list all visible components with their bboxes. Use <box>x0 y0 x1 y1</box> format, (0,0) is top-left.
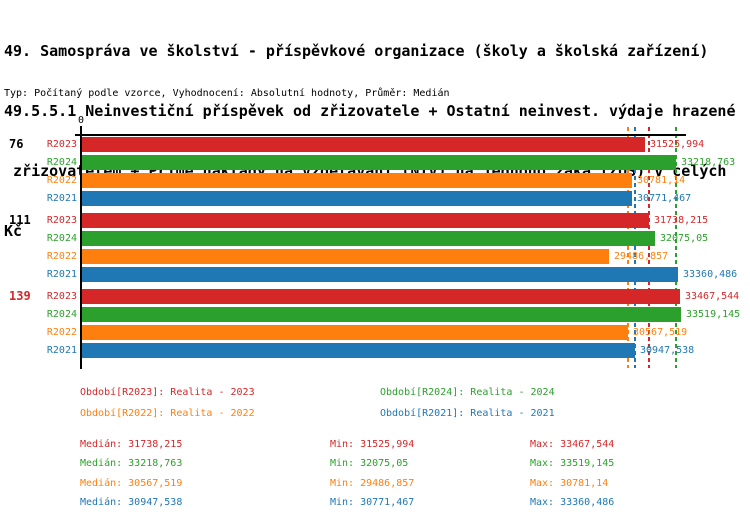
group-label: 76 <box>9 137 24 151</box>
bar-r2023 <box>82 289 680 304</box>
group-label: 139 <box>9 289 31 303</box>
stat-max-r2023: Max: 33467,544 <box>530 439 615 450</box>
stat-median-r2023: Medián: 31738,215 <box>80 439 183 450</box>
bar-r2024 <box>82 231 655 246</box>
stat-max-r2024: Max: 33519,145 <box>530 458 615 469</box>
bar-r2022 <box>82 249 609 264</box>
title-line-1: 49. Samospráva ve školství - příspěvkové… <box>4 42 709 60</box>
median-line-r2021 <box>634 127 636 368</box>
bar-value-label: 30567,519 <box>633 327 688 338</box>
median-line-r2024 <box>675 127 677 368</box>
stat-min-r2021: Min: 30771,467 <box>330 497 415 508</box>
series-label: R2023 <box>46 139 77 150</box>
title-line-2: 49.5.5.1 Neinvestiční příspěvek od zřizo… <box>4 102 736 120</box>
bar-value-label: 29486,857 <box>614 251 669 262</box>
bar-value-label: 33360,486 <box>683 269 738 280</box>
series-label: R2024 <box>46 157 77 168</box>
y-axis-line <box>80 126 82 369</box>
bar-value-label: 31525,994 <box>650 139 705 150</box>
series-label: R2022 <box>46 251 77 262</box>
x-axis-line <box>75 134 686 136</box>
stat-min-r2023: Min: 31525,994 <box>330 439 415 450</box>
stat-median-r2024: Medián: 33218,763 <box>80 458 183 469</box>
stat-median-r2022: Medián: 30567,519 <box>80 478 183 489</box>
stat-min-r2024: Min: 32075,05 <box>330 458 409 469</box>
series-label: R2024 <box>46 233 77 244</box>
bar-r2021 <box>82 267 678 282</box>
bar-value-label: 30771,467 <box>637 193 692 204</box>
stat-median-r2021: Medián: 30947,538 <box>80 497 183 508</box>
legend-item-r2021: Období[R2021]: Realita - 2021 <box>380 408 555 419</box>
bar-r2022 <box>82 173 632 188</box>
median-line-r2022 <box>627 127 629 368</box>
bar-r2023 <box>82 213 649 228</box>
bar-r2023 <box>82 137 645 152</box>
group-label: 111 <box>9 213 31 227</box>
bar-r2024 <box>82 307 681 322</box>
bar-r2021 <box>82 343 635 358</box>
series-label: R2023 <box>46 215 77 226</box>
series-label: R2021 <box>46 193 77 204</box>
legend-item-r2022: Období[R2022]: Realita - 2022 <box>80 408 255 419</box>
series-label: R2021 <box>46 345 77 356</box>
median-line-r2023 <box>648 127 650 368</box>
stat-min-r2022: Min: 29486,857 <box>330 478 415 489</box>
series-label: R2021 <box>46 269 77 280</box>
bar-r2021 <box>82 191 632 206</box>
bar-value-label: 32075,05 <box>660 233 709 244</box>
bar-r2024 <box>82 155 676 170</box>
bar-value-label: 31738,215 <box>654 215 709 226</box>
bar-value-label: 30947,538 <box>640 345 695 356</box>
series-label: R2024 <box>46 309 77 320</box>
title-line-4: Kč <box>4 222 23 240</box>
legend-item-r2024: Období[R2024]: Realita - 2024 <box>380 387 555 398</box>
legend-item-r2023: Období[R2023]: Realita - 2023 <box>80 387 255 398</box>
bar-value-label: 33519,145 <box>686 309 741 320</box>
bar-value-label: 33218,763 <box>681 157 736 168</box>
stat-max-r2022: Max: 30781,14 <box>530 478 609 489</box>
bar-r2022 <box>82 325 628 340</box>
bar-value-label: 30781,14 <box>637 175 686 186</box>
series-label: R2022 <box>46 175 77 186</box>
x-axis-zero-tick-label: 0 <box>77 115 85 126</box>
report-subtitle: Typ: Počítaný podle vzorce, Vyhodnocení:… <box>4 88 450 99</box>
stat-max-r2021: Max: 33360,486 <box>530 497 615 508</box>
bar-value-label: 33467,544 <box>685 291 740 302</box>
series-label: R2023 <box>46 291 77 302</box>
series-label: R2022 <box>46 327 77 338</box>
